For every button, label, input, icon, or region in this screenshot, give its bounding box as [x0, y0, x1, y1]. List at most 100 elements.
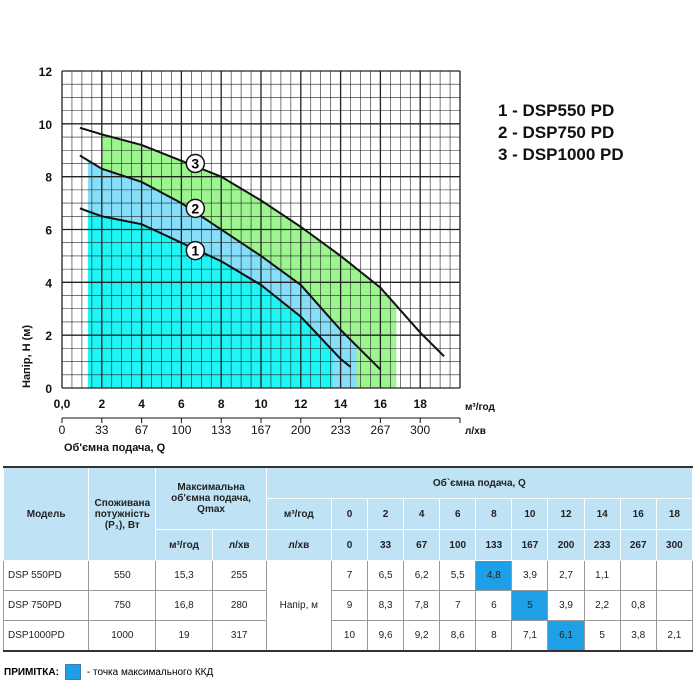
series-label-text: 1 — [191, 243, 199, 259]
legend-item-2: 2 - DSP750 PD — [498, 123, 615, 142]
cell-head: 8,6 — [439, 620, 477, 652]
header-q-m3: 0 — [330, 498, 369, 530]
cell-head-best: 6,1 — [547, 620, 585, 652]
header-qmax: Максимальна об'ємна подача, Qmax — [155, 466, 267, 530]
cell-qmax-m3: 19 — [155, 620, 213, 652]
table-row: DSP1000PD 1000 19 317 10 9,6 9,2 8,6 8 7,1 6,1 5 3,8… — [2, 620, 694, 652]
cell-qmax-m3: 16,8 — [155, 590, 213, 621]
header-q-m3: 4 — [403, 498, 441, 530]
x-tick-label: 2 — [98, 397, 105, 411]
table-row: DSP 550PD 550 15,3 255 Напір, м 7 6,5 6,2 5,5 4,8… — [2, 560, 694, 652]
x-tick-label: 4 — [138, 397, 145, 411]
cell-qmax-l: 255 — [211, 560, 267, 591]
cell-head: 9,2 — [403, 620, 441, 652]
cell-power: 1000 — [88, 620, 157, 652]
header-q-l: 67 — [403, 529, 441, 561]
y-axis-title: Напір, H (м) — [21, 325, 33, 388]
cell-model: DSP1000PD — [2, 620, 90, 652]
y-tick-label: 8 — [45, 171, 52, 185]
cell-head: 8,3 — [367, 590, 405, 621]
cell-head: 10 — [330, 620, 369, 652]
legend-item-3: 3 - DSP1000 PD — [498, 145, 624, 164]
cell-head: 7,1 — [511, 620, 549, 652]
x-axis-title: Об'ємна подача, Q — [64, 442, 166, 454]
header-q-l: 33 — [367, 529, 405, 561]
header-flow: Об`ємна подача, Q — [265, 466, 694, 499]
cell-head — [619, 560, 657, 591]
series-1-area — [87, 211, 333, 388]
x2-tick-label: 233 — [331, 423, 351, 437]
label-circle — [185, 153, 206, 174]
cell-head: 9 — [330, 590, 369, 621]
cell-head: 7 — [439, 590, 477, 621]
cell-head: 2,7 — [547, 560, 585, 591]
header-model: Модель — [2, 466, 90, 561]
cell-head: 2,1 — [655, 620, 694, 652]
header-q-l: 0 — [330, 529, 369, 561]
cell-power: 750 — [88, 590, 157, 621]
series-label-text: 3 — [191, 155, 199, 171]
header-q-l: 200 — [547, 529, 585, 561]
header-power: Споживана потужність (P₁), Вт — [88, 466, 157, 561]
x-tick-label: 16 — [374, 397, 388, 411]
cell-head: 8 — [475, 620, 513, 652]
header-q-l: 267 — [619, 529, 657, 561]
cell-head: 5,5 — [439, 560, 477, 591]
best-efficiency-swatch — [64, 664, 81, 680]
series-3-label: 3 — [185, 153, 206, 174]
chart-legend: 1 - DSP550 PD 2 - DSP750 PD 3 - DSP1000 … — [498, 100, 624, 166]
y-tick-label: 10 — [39, 118, 53, 132]
cell-head: 5 — [583, 620, 621, 652]
label-circle — [185, 240, 206, 261]
cell-model: DSP 750PD — [2, 590, 90, 621]
note-text: - точка максимального ККД — [86, 666, 214, 678]
x2-unit-label: л/хв — [465, 426, 486, 437]
x-tick-label: 12 — [294, 397, 308, 411]
cell-head — [655, 560, 694, 591]
cell-head: 9,6 — [367, 620, 405, 652]
x2-tick-label: 267 — [370, 423, 390, 437]
x-tick-label: 8 — [218, 397, 225, 411]
header-qmax-m3: м³/год — [155, 529, 213, 561]
header-q-m3: 16 — [619, 498, 657, 530]
cell-head-best: 4,8 — [475, 560, 513, 591]
x2-tick-label: 100 — [171, 423, 191, 437]
header-q-l: 167 — [511, 529, 549, 561]
header-q-m3: 18 — [655, 498, 694, 530]
cell-head: 1,1 — [583, 560, 621, 591]
x-tick-label: 6 — [178, 397, 185, 411]
cell-head: 3,8 — [619, 620, 657, 652]
cell-power: 550 — [88, 560, 157, 591]
x2-tick-label: 133 — [211, 423, 231, 437]
header-q-l: 233 — [583, 529, 621, 561]
cell-head — [655, 590, 694, 621]
header-q-m3: 8 — [475, 498, 513, 530]
series-2-label: 2 — [185, 198, 206, 219]
cell-qmax-m3: 15,3 — [155, 560, 213, 591]
x2-tick-label: 33 — [95, 423, 109, 437]
x2-tick-label: 0 — [59, 423, 66, 437]
header-q-l: 300 — [655, 529, 694, 561]
x2-tick-label: 167 — [251, 423, 271, 437]
y-tick-label: 4 — [45, 276, 52, 290]
y-tick-label: 12 — [39, 65, 53, 79]
cell-head: 2,2 — [583, 590, 621, 621]
header-unit-l: л/хв — [265, 529, 332, 561]
cell-head: 6 — [475, 590, 513, 621]
performance-table: Модель Споживана потужність (P₁), Вт Мак… — [2, 466, 694, 652]
x2-tick-label: 67 — [135, 423, 149, 437]
cell-qmax-l: 280 — [211, 590, 267, 621]
cell-head: 7 — [330, 560, 369, 591]
header-q-l: 133 — [475, 529, 513, 561]
table-row: DSP 750PD 750 16,8 280 9 8,3 7,8 7 6 5 3,9 2,2 0,8 — [2, 590, 694, 621]
x-unit-label: м³/год — [465, 402, 496, 413]
x-tick-label: 14 — [334, 397, 348, 411]
x-tick-label: 0,0 — [54, 397, 71, 411]
cell-head: 7,8 — [403, 590, 441, 621]
cell-head: 0,8 — [619, 590, 657, 621]
legend-item-1: 1 - DSP550 PD — [498, 101, 615, 120]
series-1-curve — [79, 207, 352, 368]
x2-tick-label: 200 — [291, 423, 311, 437]
header-q-m3: 12 — [547, 498, 585, 530]
header-qmax-l: л/хв — [211, 529, 267, 561]
